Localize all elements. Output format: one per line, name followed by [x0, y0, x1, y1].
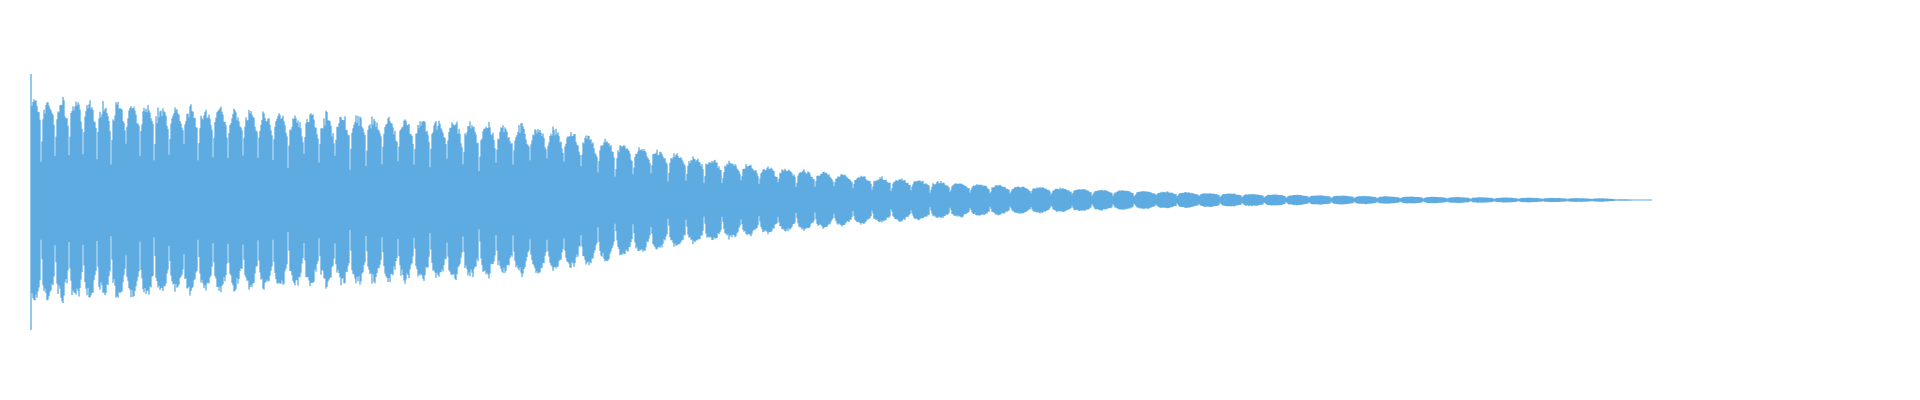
waveform — [30, 74, 1648, 330]
